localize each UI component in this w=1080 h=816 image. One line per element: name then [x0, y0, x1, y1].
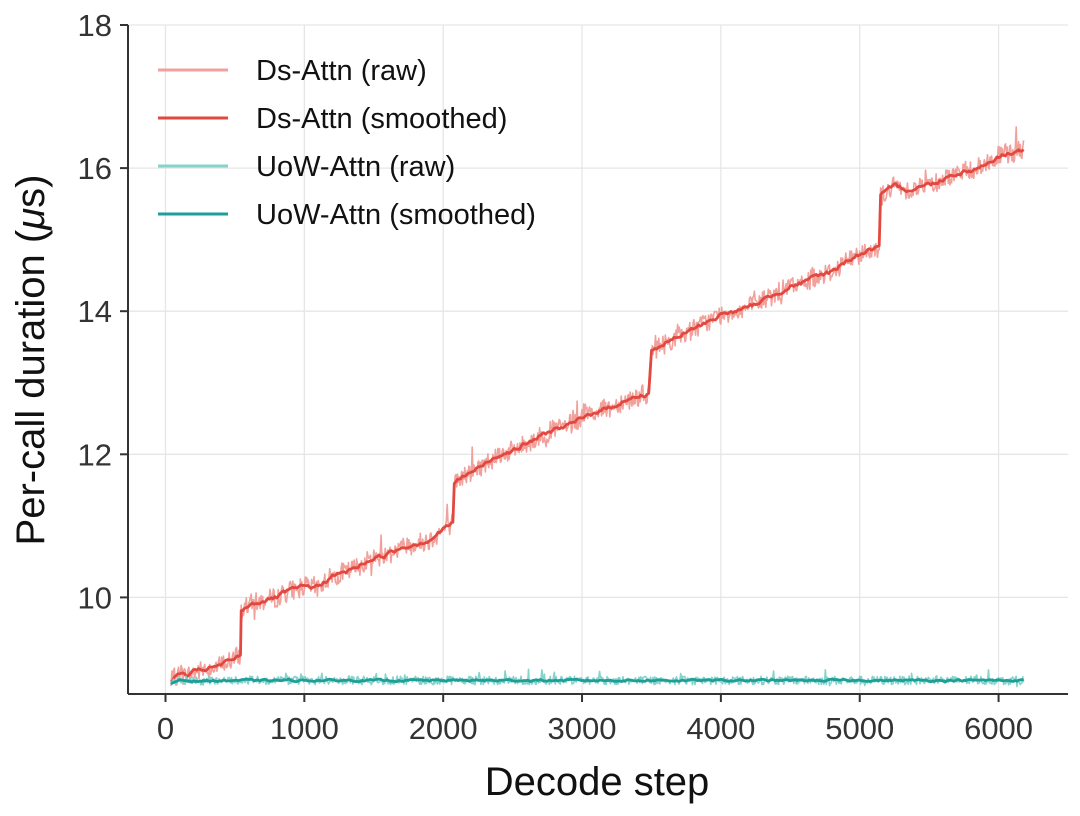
y-axis-title-mu: μ: [9, 208, 53, 231]
x-tick-label: 6000: [964, 711, 1033, 746]
series-line-3: [170, 677, 1024, 686]
series-lines: [170, 126, 1025, 688]
x-tick-label: 2000: [409, 711, 478, 746]
y-axis-title: Per-call duration (μs): [9, 175, 53, 546]
x-tick-label: 1000: [270, 711, 339, 746]
y-axis-title-part-1: Per-call duration (: [9, 229, 53, 545]
series-line-1: [170, 148, 1025, 683]
tick-labels: 0 1000 2000 3000 4000 5000 6000 10 12 14 16 18: [78, 8, 1034, 746]
y-tick-label: 16: [78, 151, 112, 186]
y-tick-label: 10: [78, 580, 112, 615]
series-line-2: [170, 668, 1025, 688]
y-tick-label: 18: [78, 8, 112, 43]
y-tick-label: 14: [78, 294, 112, 329]
axes: [120, 24, 1068, 702]
legend-label-ds-raw: Ds-Attn (raw): [256, 55, 427, 87]
legend-label-uow-raw: UoW-Attn (raw): [256, 151, 455, 183]
x-tick-label: 3000: [548, 711, 617, 746]
x-tick-label: 0: [157, 711, 174, 746]
y-axis-title-part-2: s): [9, 175, 53, 208]
y-tick-label: 12: [78, 437, 112, 472]
legend-label-ds-smoothed: Ds-Attn (smoothed): [256, 103, 507, 135]
x-axis-title: Decode step: [485, 760, 710, 804]
grid: [128, 24, 1068, 694]
x-tick-label: 5000: [825, 711, 894, 746]
legend: Ds-Attn (raw) Ds-Attn (smoothed) UoW-Att…: [158, 55, 536, 231]
legend-label-uow-smoothed: UoW-Attn (smoothed): [256, 199, 536, 231]
x-tick-label: 4000: [686, 711, 755, 746]
